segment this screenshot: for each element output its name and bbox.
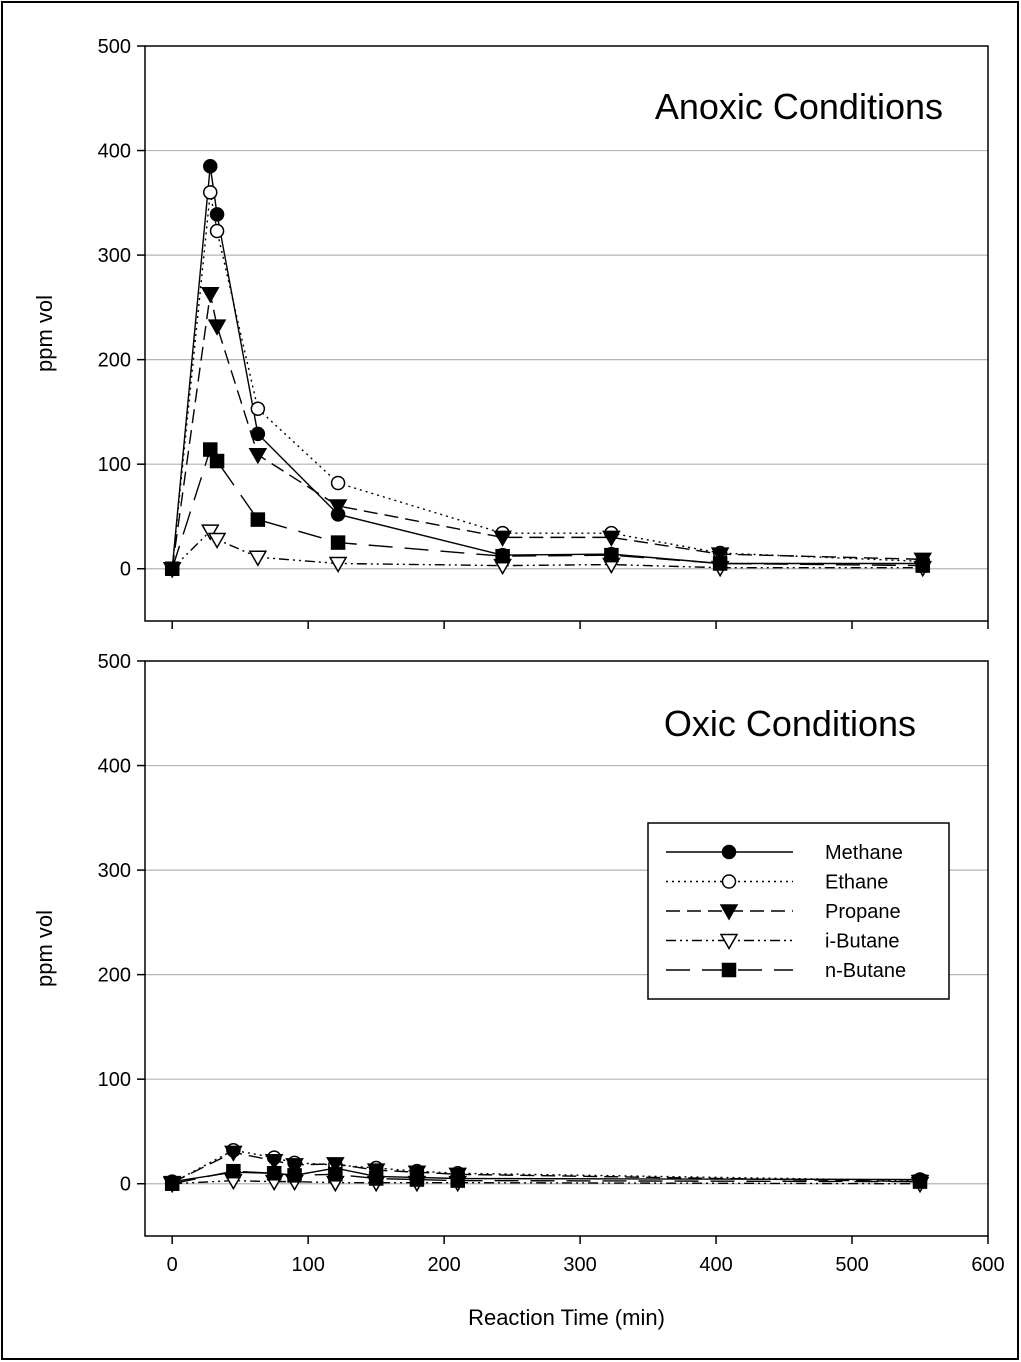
data-point [200, 287, 220, 304]
data-point [209, 453, 225, 469]
data-point [915, 558, 930, 573]
y-tick-label: 200 [98, 350, 131, 372]
data-point [285, 1158, 304, 1175]
data-point [200, 524, 220, 541]
data-point [328, 499, 348, 516]
legend-label: i-Butane [825, 931, 900, 953]
x-tick-label: 100 [291, 1254, 324, 1276]
y-tick-label: 400 [98, 756, 131, 778]
y-tick-label: 100 [98, 454, 131, 476]
data-point [226, 1163, 241, 1179]
series-line [171, 293, 923, 569]
x-tick-label: 0 [167, 1254, 178, 1276]
data-point [602, 530, 621, 547]
data-point [164, 561, 180, 576]
data-point [209, 207, 225, 222]
series-n-butane [164, 442, 930, 576]
y-axis-title: ppm vol [32, 295, 57, 372]
data-point [495, 548, 510, 564]
x-axis-title: Reaction Time (min) [468, 1305, 665, 1330]
anoxic-panel: 0 100 200 300 400 500 ppm vol Anoxic Conditions [32, 36, 989, 629]
data-point [330, 535, 346, 550]
data-point [248, 550, 268, 567]
data-point [224, 1145, 243, 1162]
y-tick-label: 500 [98, 36, 131, 58]
y-tick-label: 200 [98, 965, 131, 987]
data-point [912, 1174, 928, 1189]
data-point [493, 530, 512, 547]
y-tick-label: 500 [98, 651, 131, 673]
data-point [328, 556, 348, 574]
plot-frame [144, 45, 989, 622]
x-tick-label: 400 [699, 1254, 732, 1276]
data-point [368, 1171, 384, 1186]
legend-label: Methane [825, 842, 903, 864]
y-tick-label: 300 [98, 860, 131, 882]
data-point [264, 1153, 284, 1171]
data-point [712, 556, 728, 571]
legend-marker [719, 904, 739, 921]
data-point [287, 1168, 302, 1183]
legend-label: Propane [825, 901, 901, 923]
y-tick-label: 0 [120, 559, 131, 581]
data-point [604, 547, 619, 563]
legend: Methane Ethane Propane i-Butane n-Butane [647, 822, 950, 1000]
data-point [250, 512, 266, 527]
x-tick-label: 600 [971, 1254, 1004, 1276]
data-point [203, 185, 218, 200]
panel-title: Anoxic Conditions [655, 86, 943, 127]
data-point [248, 448, 268, 465]
y-tick-label: 300 [98, 245, 131, 267]
x-tick-label: 200 [427, 1254, 460, 1276]
data-point [330, 475, 346, 491]
data-point [207, 319, 227, 336]
series-n-butane [164, 1163, 928, 1191]
data-point [710, 547, 730, 564]
y-tick-label: 0 [120, 1174, 131, 1196]
data-point [203, 158, 218, 174]
data-point [164, 1176, 180, 1191]
data-point [207, 532, 227, 549]
data-point [250, 401, 266, 417]
legend-label: n-Butane [825, 960, 906, 982]
data-point [366, 1163, 386, 1180]
data-point [266, 1166, 282, 1181]
x-tick-label: 300 [563, 1254, 596, 1276]
legend-marker [719, 933, 739, 951]
data-point [450, 1173, 465, 1188]
plot-frame [144, 660, 989, 1237]
legend-label: Ethane [825, 872, 888, 894]
y-tick-label: 100 [98, 1069, 131, 1091]
oxic-panel: 0 100 200 300 400 500 0 100 200 300 400 500 600 ppm v… [32, 651, 1005, 1330]
panel-title: Oxic Conditions [664, 703, 916, 744]
y-axis-title: ppm vol [32, 910, 57, 987]
legend-marker [721, 874, 737, 889]
y-tick-label: 400 [98, 141, 131, 163]
legend-marker [721, 844, 737, 860]
data-point [328, 1167, 343, 1182]
data-point [326, 1157, 345, 1174]
data-point [409, 1172, 425, 1187]
data-point [209, 223, 225, 239]
x-tick-label: 500 [835, 1254, 868, 1276]
legend-marker [721, 962, 737, 978]
